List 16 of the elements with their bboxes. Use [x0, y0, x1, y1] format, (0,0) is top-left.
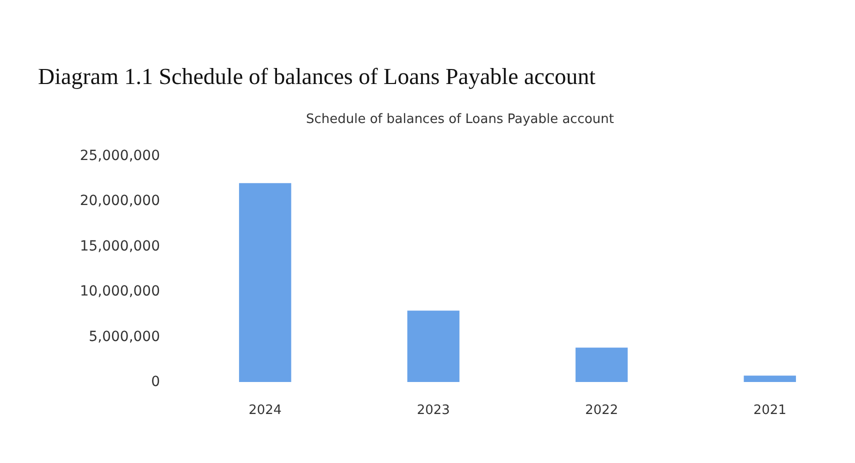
y-tick-label: 15,000,000 [80, 238, 160, 254]
chart-subtitle: Schedule of balances of Loans Payable account [306, 112, 614, 127]
y-tick-label: 25,000,000 [80, 148, 160, 164]
y-tick-label: 10,000,000 [80, 284, 160, 300]
bar [407, 310, 460, 382]
x-tick-label: 2021 [753, 403, 786, 418]
y-tick-label: 5,000,000 [88, 328, 160, 345]
chart-title: Diagram 1.1 Schedule of balances of Loans Payable account [38, 64, 596, 89]
bar [576, 348, 628, 382]
x-tick-label: 2022 [585, 403, 618, 418]
x-tick-label: 2024 [248, 403, 282, 418]
x-tick-label: 2023 [416, 403, 450, 418]
bar [239, 183, 292, 382]
bar [744, 376, 796, 382]
y-tick-label: 0 [151, 374, 160, 390]
y-tick-label: 20,000,000 [80, 193, 160, 210]
